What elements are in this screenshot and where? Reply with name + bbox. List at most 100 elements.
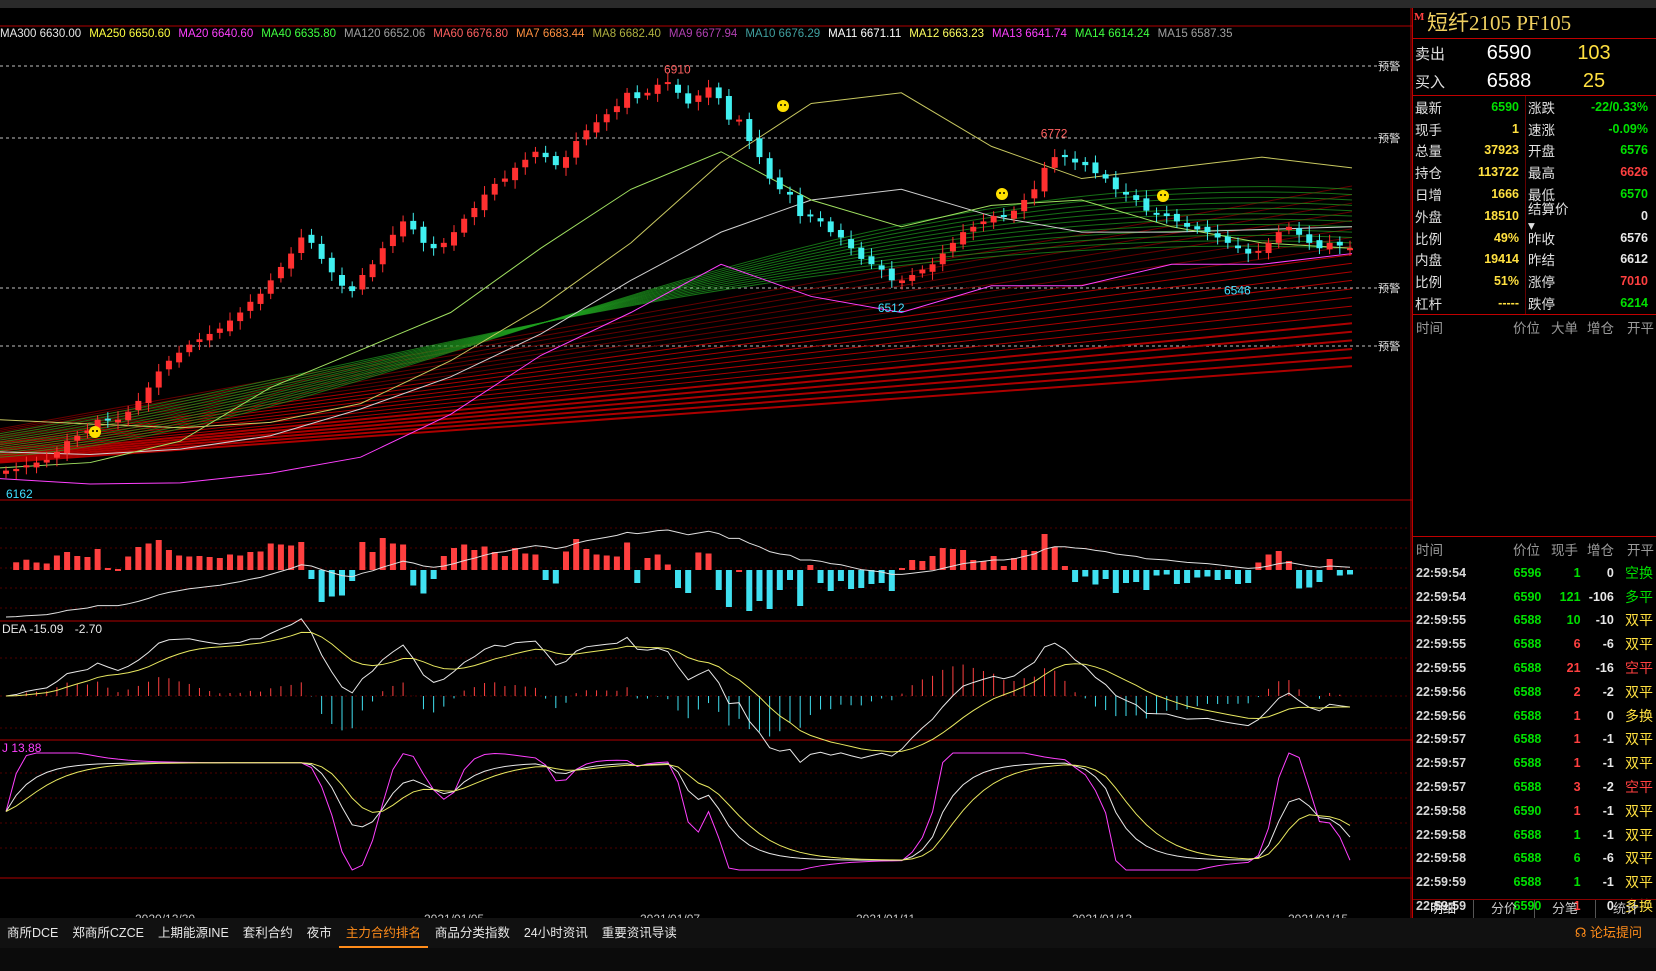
trade-oi-change: -1 [1602, 732, 1614, 747]
market-tab[interactable]: 主力合约排名 [338, 918, 428, 948]
candle-body [1163, 213, 1170, 217]
volume-bar [13, 562, 20, 570]
smiley-icon [777, 100, 789, 112]
candle-body [603, 114, 610, 123]
column-header: 增仓 [1587, 320, 1614, 336]
stat-key: 涨停 [1528, 275, 1555, 291]
trade-oi-change: -2 [1602, 780, 1614, 795]
candle-body [1235, 245, 1241, 249]
trade-price: 6588 [1513, 708, 1542, 723]
candle-body [267, 280, 274, 294]
candle-body [430, 243, 437, 249]
trade-time: 22:59:57 [1416, 756, 1467, 771]
volume-bar [939, 548, 946, 570]
chart-area[interactable]: 预警 预警 预警 预警 6910 6162 6512 6772 6546 MA300 6630.… [0, 8, 1412, 926]
market-tab[interactable]: 套利合约 [242, 926, 293, 940]
tab-3[interactable]: 统计 [1596, 900, 1656, 918]
trade-price: 6588 [1513, 851, 1542, 866]
trade-qty: 1 [1573, 875, 1581, 890]
trade-price: 6588 [1513, 827, 1542, 842]
trade-type: 空平 [1625, 660, 1653, 677]
volume-bar [1214, 570, 1221, 580]
volume-bar [644, 558, 651, 570]
market-tab[interactable]: 夜市 [306, 926, 332, 940]
market-tab[interactable]: 商品分类指数 [434, 926, 510, 940]
trade-time: 22:59:57 [1416, 780, 1467, 795]
volume-bar [685, 570, 692, 593]
volume-bar [288, 545, 295, 570]
candle-body [369, 264, 376, 278]
volume-bar [624, 542, 631, 570]
candle-body [654, 84, 661, 94]
stat-key: 最低 [1528, 188, 1555, 204]
volume-bar [613, 556, 620, 570]
market-tab[interactable]: 郑商所CZCE [72, 926, 144, 940]
stat-key: 跌停 [1528, 297, 1555, 313]
trade-price: 6588 [1513, 780, 1542, 795]
candle-body [216, 328, 223, 333]
volume-bar [1072, 570, 1079, 582]
detail-tabs[interactable]: 明细 分价 分笔 统计 [1413, 899, 1656, 918]
candle-body [145, 387, 152, 404]
volume-bar [909, 560, 916, 570]
volume-bar [328, 570, 335, 597]
trade-row: 22:59:57 6588 1 -1 双平 [1413, 728, 1656, 752]
candle-body [349, 286, 356, 292]
ma-fan-line [0, 185, 1353, 430]
volume-bar [715, 570, 722, 590]
volume-bar [817, 570, 824, 583]
candle-body [776, 177, 783, 190]
market-tab[interactable]: 重要资讯导读 [601, 926, 677, 940]
tab-1[interactable]: 分价 [1474, 900, 1535, 918]
trade-type: 空平 [1625, 779, 1653, 796]
tab-2[interactable]: 分笔 [1535, 900, 1596, 918]
volume-bar [848, 570, 855, 589]
market-tab[interactable]: 上期能源INE [157, 926, 229, 940]
candle-body [165, 360, 172, 370]
bid-row[interactable]: 买入 6588 25 [1415, 69, 1606, 92]
open-interest-line [5, 529, 1351, 618]
stat-row: 现手 1 速涨 -0.09% [1413, 117, 1656, 140]
candle-body [247, 301, 254, 311]
volume-bar [1163, 570, 1170, 575]
trade-oi-change: -6 [1602, 851, 1614, 866]
candle-body [980, 221, 987, 225]
trade-price: 6596 [1513, 565, 1542, 580]
trade-row: 22:59:57 6588 1 -1 双平 [1413, 751, 1656, 775]
trade-qty: 1 [1573, 565, 1581, 580]
volume-bar [705, 553, 712, 570]
trade-qty: 1 [1573, 803, 1581, 818]
stat-key: 持仓 [1415, 166, 1442, 182]
candle-body [1204, 226, 1211, 233]
trade-qty: 6 [1573, 851, 1581, 866]
candle-body [817, 218, 824, 222]
candle-body [532, 151, 539, 158]
candle-body [583, 130, 590, 140]
ma-legend-item: MA7 6683.44 [516, 28, 585, 40]
volume-bar [430, 570, 437, 579]
trade-time: 22:59:55 [1416, 613, 1467, 628]
trade-type: 多换 [1625, 707, 1653, 724]
candle-body [135, 400, 142, 411]
market-tab[interactable]: 商所DCE [7, 926, 59, 940]
candle-body [848, 239, 855, 249]
price-annotation: 6162 [6, 487, 33, 501]
trade-time: 22:59:57 [1416, 732, 1467, 747]
trade-time: 22:59:55 [1416, 637, 1467, 652]
tab-0[interactable]: 明细 [1413, 900, 1474, 918]
stat-value: 6612 [1620, 252, 1648, 267]
stat-value: ----- [1498, 296, 1519, 311]
volume-bar [1000, 566, 1007, 570]
volume-bar [23, 559, 30, 570]
market-tab[interactable]: 24小时资讯 [523, 926, 588, 940]
ma-green-line [0, 186, 1353, 458]
candle-body [573, 141, 580, 158]
ma-fan-line [0, 297, 1353, 451]
volume-bar [267, 543, 274, 570]
stat-value: -22/0.33% [1591, 99, 1648, 114]
volume-bar [1112, 570, 1119, 593]
ask-row[interactable]: 卖出 6590 103 [1415, 41, 1611, 64]
forum-link[interactable]: ☊ 论坛提问 [1574, 925, 1642, 940]
volume-bar [1306, 570, 1313, 588]
